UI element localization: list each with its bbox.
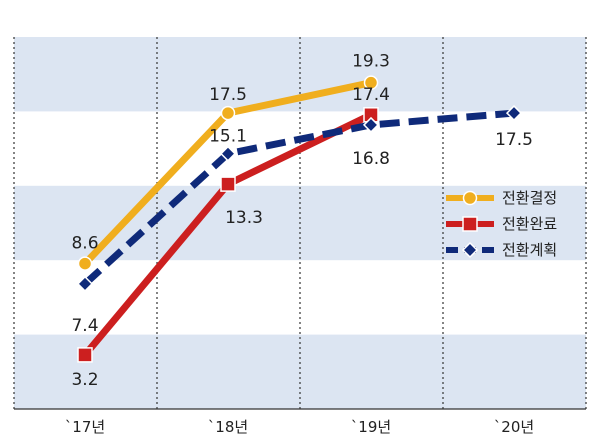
legend-marker — [462, 216, 478, 232]
data-label: 3.2 — [71, 370, 98, 390]
series-2 — [77, 107, 379, 363]
data-label: 13.3 — [225, 208, 263, 228]
data-labels: 8.6 17.5 19.3 3.2 13.3 17.4 7.4 15.1 16.8 17.5 — [71, 52, 532, 390]
data-label: 17.4 — [352, 85, 390, 105]
legend-item: 전환결정 — [446, 189, 557, 207]
series-group — [76, 75, 523, 363]
legend-marker — [462, 190, 478, 206]
data-label: 17.5 — [209, 85, 247, 105]
series-3 — [76, 105, 523, 292]
data-point — [219, 145, 237, 162]
x-tick-label: `20년 — [494, 418, 534, 436]
data-point — [220, 105, 236, 121]
data-label: 15.1 — [209, 127, 247, 147]
data-point — [362, 116, 380, 133]
data-point — [505, 105, 523, 122]
data-label: 17.5 — [495, 130, 533, 150]
x-tick-label: `17년 — [65, 418, 105, 436]
data-label: 19.3 — [352, 52, 390, 72]
x-tick-label: `18년 — [208, 418, 248, 436]
data-label: 16.8 — [352, 149, 390, 169]
data-label: 8.6 — [71, 234, 98, 254]
legend-label: 전환결정 — [502, 189, 557, 207]
data-point — [77, 256, 93, 271]
data-label: 7.4 — [71, 316, 98, 336]
legend-item: 전환완료 — [446, 215, 557, 233]
legend-label: 전환계획 — [502, 241, 557, 259]
legend-marker — [461, 241, 479, 259]
data-point — [76, 275, 94, 292]
data-point — [363, 75, 379, 90]
legend-item: 전환계획 — [446, 241, 557, 259]
series-line — [82, 109, 515, 287]
x-axis-ticks: `17년 `18년 `19년 `20년 — [65, 418, 534, 436]
data-point — [220, 176, 236, 192]
series-1 — [77, 75, 379, 271]
data-point — [77, 347, 93, 363]
x-tick-label: `19년 — [351, 418, 391, 436]
legend-label: 전환완료 — [502, 215, 557, 233]
